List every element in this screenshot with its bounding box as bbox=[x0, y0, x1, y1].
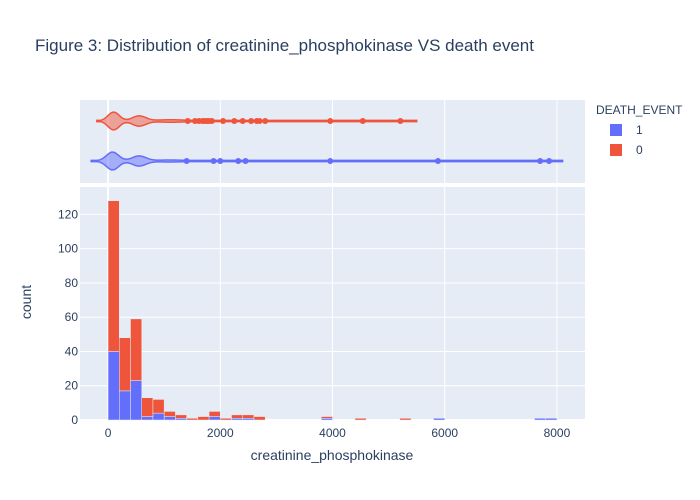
x-tick-label: 2000 bbox=[207, 426, 234, 440]
violin-outlier-point-series-0 bbox=[327, 118, 334, 124]
y-tick-label: 20 bbox=[65, 379, 79, 393]
violin-outlier-point-series-1 bbox=[235, 158, 242, 164]
histogram-bar-series-1 bbox=[175, 418, 187, 421]
histogram-bar-series-0 bbox=[186, 418, 199, 421]
legend-label-series-1: 1 bbox=[636, 123, 643, 137]
violin-outlier-point-series-1 bbox=[242, 158, 249, 164]
histogram-bar-series-1 bbox=[545, 418, 558, 421]
histogram-panel: 0 2000 4000 6000 8000 0 20 40 60 80 100 120 bbox=[58, 187, 585, 440]
violin-outlier-point-series-0 bbox=[397, 118, 404, 124]
legend: DEATH_EVENT 10 bbox=[596, 103, 683, 157]
histogram-bar-series-1 bbox=[321, 418, 333, 421]
histogram-bar-series-0 bbox=[163, 411, 176, 417]
histogram-bar-series-1 bbox=[119, 390, 131, 421]
histogram-bar-series-1 bbox=[433, 418, 445, 421]
histogram-bar-series-1 bbox=[534, 418, 546, 421]
histogram-bar-series-0 bbox=[197, 416, 210, 421]
violin-gridlines bbox=[107, 100, 558, 183]
histogram-bar-series-1 bbox=[130, 380, 142, 421]
violin-outlier-point-series-0 bbox=[220, 118, 227, 124]
histogram-bar-series-0 bbox=[231, 414, 243, 419]
histogram-bar-series-1 bbox=[107, 351, 120, 421]
y-tick-label: 0 bbox=[71, 413, 78, 427]
histogram-bar-series-0 bbox=[253, 416, 266, 421]
violin-outlier-point-series-0 bbox=[256, 118, 263, 124]
histogram-bar-series-1 bbox=[163, 416, 176, 421]
violin-outlier-point-series-1 bbox=[546, 158, 553, 164]
violin-outlier-point-series-1 bbox=[210, 158, 217, 164]
y-tick-label: 80 bbox=[65, 276, 79, 290]
violin-outlier-point-series-1 bbox=[217, 158, 224, 164]
violin-outlier-point-series-0 bbox=[248, 118, 255, 124]
y-tick-label: 120 bbox=[58, 207, 78, 221]
violin-outlier-point-series-1 bbox=[434, 158, 441, 164]
legend-label-series-0: 0 bbox=[636, 143, 643, 157]
histogram-bar-series-1 bbox=[231, 418, 243, 421]
chart-title: Figure 3: Distribution of creatinine_pho… bbox=[35, 36, 534, 55]
histogram-bars bbox=[107, 200, 558, 421]
histogram-bar-series-1 bbox=[208, 416, 221, 421]
x-tick-label: 8000 bbox=[544, 426, 571, 440]
histogram-bar-series-0 bbox=[130, 318, 142, 381]
histogram-bar-series-1 bbox=[242, 418, 255, 421]
legend-swatch-series-0 bbox=[610, 144, 622, 156]
histogram-bar-series-0 bbox=[119, 337, 131, 392]
violin-outlier-point-series-0 bbox=[239, 118, 246, 124]
violin-outlier-point-series-0 bbox=[359, 118, 366, 124]
violin-outlier-point-series-1 bbox=[537, 158, 544, 164]
histogram-bar-series-0 bbox=[152, 399, 165, 414]
legend-items: 10 bbox=[610, 123, 643, 157]
x-tick-label: 4000 bbox=[319, 426, 346, 440]
histogram-bar-series-1 bbox=[152, 412, 165, 421]
histogram-bar-series-0 bbox=[175, 414, 187, 419]
violin-outlier-point-series-0 bbox=[231, 118, 238, 124]
x-axis-title: creatinine_phosphokinase bbox=[251, 447, 414, 463]
histogram-bar-series-0 bbox=[208, 411, 221, 417]
violin-outlier-point-series-0 bbox=[208, 118, 215, 124]
violin-marks bbox=[90, 111, 564, 171]
histogram-bar-series-0 bbox=[399, 418, 412, 421]
legend-swatch-series-1 bbox=[610, 124, 622, 136]
x-tick-label: 0 bbox=[105, 426, 112, 440]
violin-outlier-point-series-0 bbox=[262, 118, 269, 124]
y-tick-label: 60 bbox=[65, 310, 79, 324]
y-tick-label: 40 bbox=[65, 344, 79, 358]
histogram-bar-series-1 bbox=[141, 416, 154, 421]
histogram-bar-series-0 bbox=[354, 418, 367, 421]
y-axis-ticks: 0 20 40 60 80 100 120 bbox=[58, 207, 78, 427]
x-axis-ticks: 0 2000 4000 6000 8000 bbox=[105, 426, 571, 440]
y-axis-title: count bbox=[18, 285, 34, 319]
histogram-bar-series-0 bbox=[321, 416, 333, 419]
histogram-bar-series-0 bbox=[242, 414, 255, 419]
violin-outlier-point-series-0 bbox=[184, 118, 191, 124]
histogram-bar-series-0 bbox=[141, 397, 154, 417]
marginal-violin-panel bbox=[80, 100, 585, 183]
histogram-bar-series-0 bbox=[107, 200, 120, 352]
violin-outlier-point-series-1 bbox=[327, 158, 334, 164]
histogram-bar-series-0 bbox=[220, 418, 232, 421]
y-tick-label: 100 bbox=[58, 242, 78, 256]
violin-outlier-point-series-1 bbox=[183, 158, 190, 164]
legend-title: DEATH_EVENT bbox=[596, 103, 683, 117]
x-tick-label: 6000 bbox=[431, 426, 458, 440]
